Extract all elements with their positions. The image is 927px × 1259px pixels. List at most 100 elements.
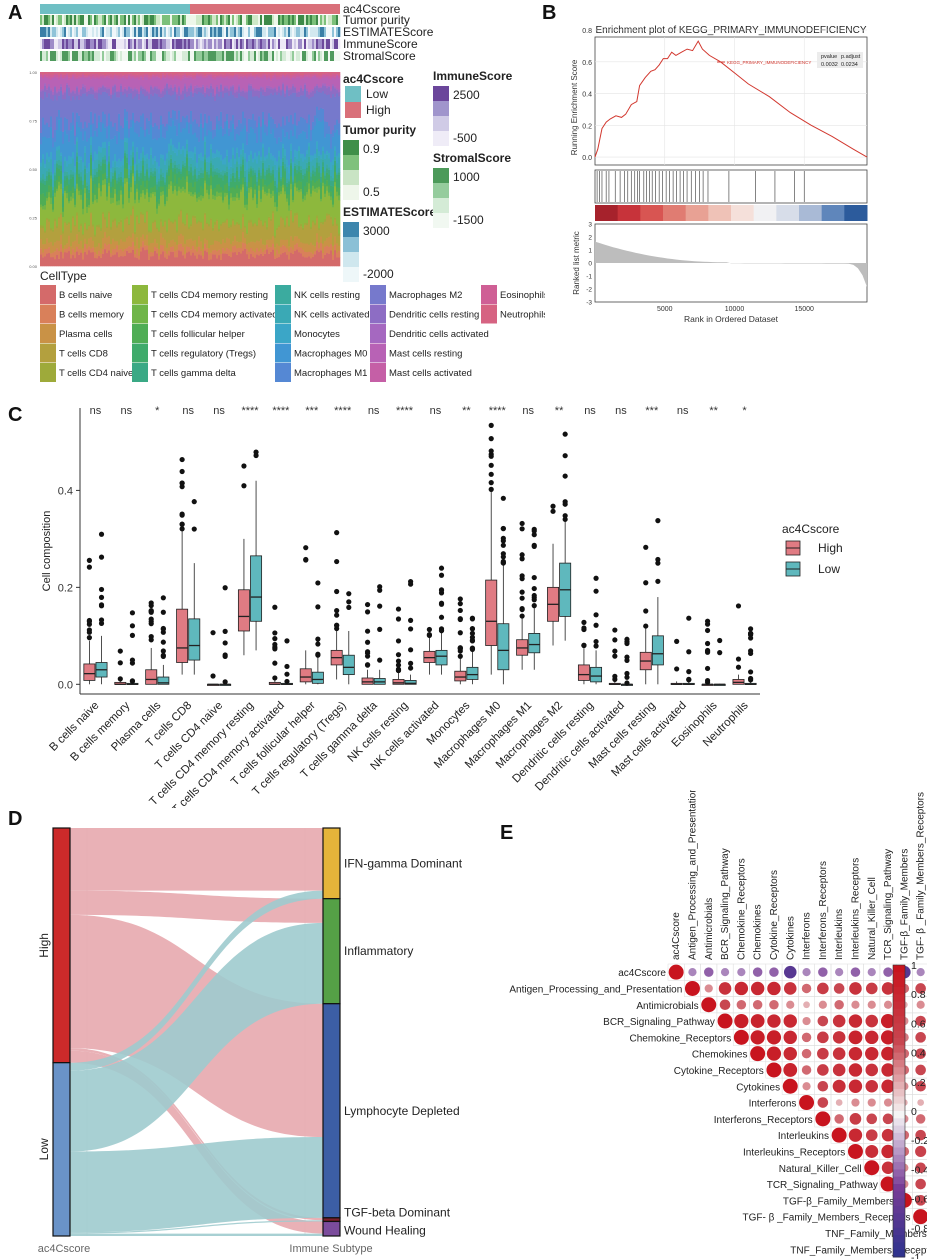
stack-segment xyxy=(98,169,101,177)
sankey-flow-low xyxy=(70,890,323,1071)
stack-segment xyxy=(328,215,331,237)
outlier-point xyxy=(748,626,754,632)
track-cell xyxy=(82,39,85,49)
stack-segment xyxy=(228,238,231,250)
stack-segment xyxy=(190,151,193,158)
stack-segment xyxy=(262,143,265,148)
corr-col-label: Natural_Killer_Cell xyxy=(867,877,878,960)
stack-segment xyxy=(40,182,43,195)
stack-segment xyxy=(138,255,141,260)
stack-segment xyxy=(220,259,223,267)
stack-segment xyxy=(266,226,269,230)
stack-segment xyxy=(302,229,305,244)
stack-segment xyxy=(50,203,53,229)
celltype-label: NK cells activated xyxy=(294,310,370,321)
track-cell xyxy=(86,15,89,25)
stack-segment xyxy=(62,74,65,78)
track-cell xyxy=(322,15,325,25)
stack-segment xyxy=(122,158,125,166)
stack-segment xyxy=(54,175,57,181)
stack-segment xyxy=(186,96,189,116)
stack-segment xyxy=(76,234,79,247)
track-cell xyxy=(232,27,235,37)
stack-segment xyxy=(212,88,215,97)
stack-segment xyxy=(146,188,149,193)
stack-segment xyxy=(240,183,243,190)
celltype-swatch xyxy=(370,363,386,382)
stack-segment xyxy=(250,166,253,169)
stack-segment xyxy=(304,74,307,77)
stack-segment xyxy=(282,161,285,166)
stack-segment xyxy=(64,221,67,223)
corr-dot xyxy=(865,1046,879,1061)
stack-segment xyxy=(154,75,157,78)
stack-segment xyxy=(106,89,109,94)
stack-segment xyxy=(64,90,67,93)
stack-segment xyxy=(270,159,273,171)
stack-segment xyxy=(242,216,245,233)
stack-segment xyxy=(132,141,135,147)
stack-segment xyxy=(284,76,287,78)
stack-segment xyxy=(84,168,87,175)
track-cell xyxy=(218,39,221,49)
stack-segment xyxy=(158,128,161,138)
corr-dot xyxy=(767,981,781,996)
outlier-point xyxy=(315,604,321,610)
stack-segment xyxy=(178,244,181,251)
estimate-legend-swatch xyxy=(343,267,359,282)
track-cell xyxy=(240,51,243,61)
stack-segment xyxy=(278,85,281,87)
stack-segment xyxy=(136,173,139,184)
stack-segment xyxy=(50,227,53,231)
stack-segment xyxy=(308,161,311,166)
track-cell xyxy=(126,15,129,25)
stack-segment xyxy=(332,129,335,137)
stack-segment xyxy=(232,86,235,96)
immune-legend-swatch xyxy=(433,101,449,116)
stack-segment xyxy=(88,184,91,190)
stack-segment xyxy=(118,72,121,75)
outlier-point xyxy=(364,609,371,615)
stack-segment xyxy=(266,85,269,89)
stack-segment xyxy=(322,221,325,225)
stack-segment xyxy=(106,126,109,139)
outlier-point xyxy=(593,575,599,581)
stack-segment xyxy=(200,76,203,87)
stack-segment xyxy=(150,192,153,198)
stack-segment xyxy=(188,85,191,89)
track-cell xyxy=(68,39,71,49)
stack-segment xyxy=(140,85,143,88)
stack-segment xyxy=(142,77,145,80)
stack-segment xyxy=(206,189,209,194)
stack-segment xyxy=(230,90,233,121)
stack-segment xyxy=(122,231,125,242)
stack-segment xyxy=(204,170,207,181)
corr-dot xyxy=(783,982,797,995)
outlier-point xyxy=(191,499,197,505)
stack-segment xyxy=(262,118,265,144)
stack-segment xyxy=(202,229,205,249)
stack-segment xyxy=(310,226,313,230)
stack-segment xyxy=(316,215,319,219)
stack-segment xyxy=(200,167,203,173)
celltype-swatch xyxy=(275,343,291,363)
stack-segment xyxy=(184,243,187,254)
stack-segment xyxy=(96,226,99,247)
stack-segment xyxy=(170,251,173,267)
track-cell xyxy=(80,51,83,61)
stack-segment xyxy=(302,72,305,76)
stack-segment xyxy=(154,155,157,161)
outlier-point xyxy=(315,652,321,658)
stack-segment xyxy=(140,170,143,174)
track-cell xyxy=(68,27,71,37)
stack-segment xyxy=(236,221,239,225)
stack-segment xyxy=(140,172,143,179)
stack-segment xyxy=(44,76,47,84)
stack-segment xyxy=(78,176,81,187)
stack-segment xyxy=(150,167,153,173)
track-cell xyxy=(134,27,137,37)
track-cell xyxy=(308,27,311,37)
stack-segment xyxy=(254,252,257,259)
outlier-point xyxy=(457,645,463,651)
tumor-legend-swatch xyxy=(343,140,359,155)
